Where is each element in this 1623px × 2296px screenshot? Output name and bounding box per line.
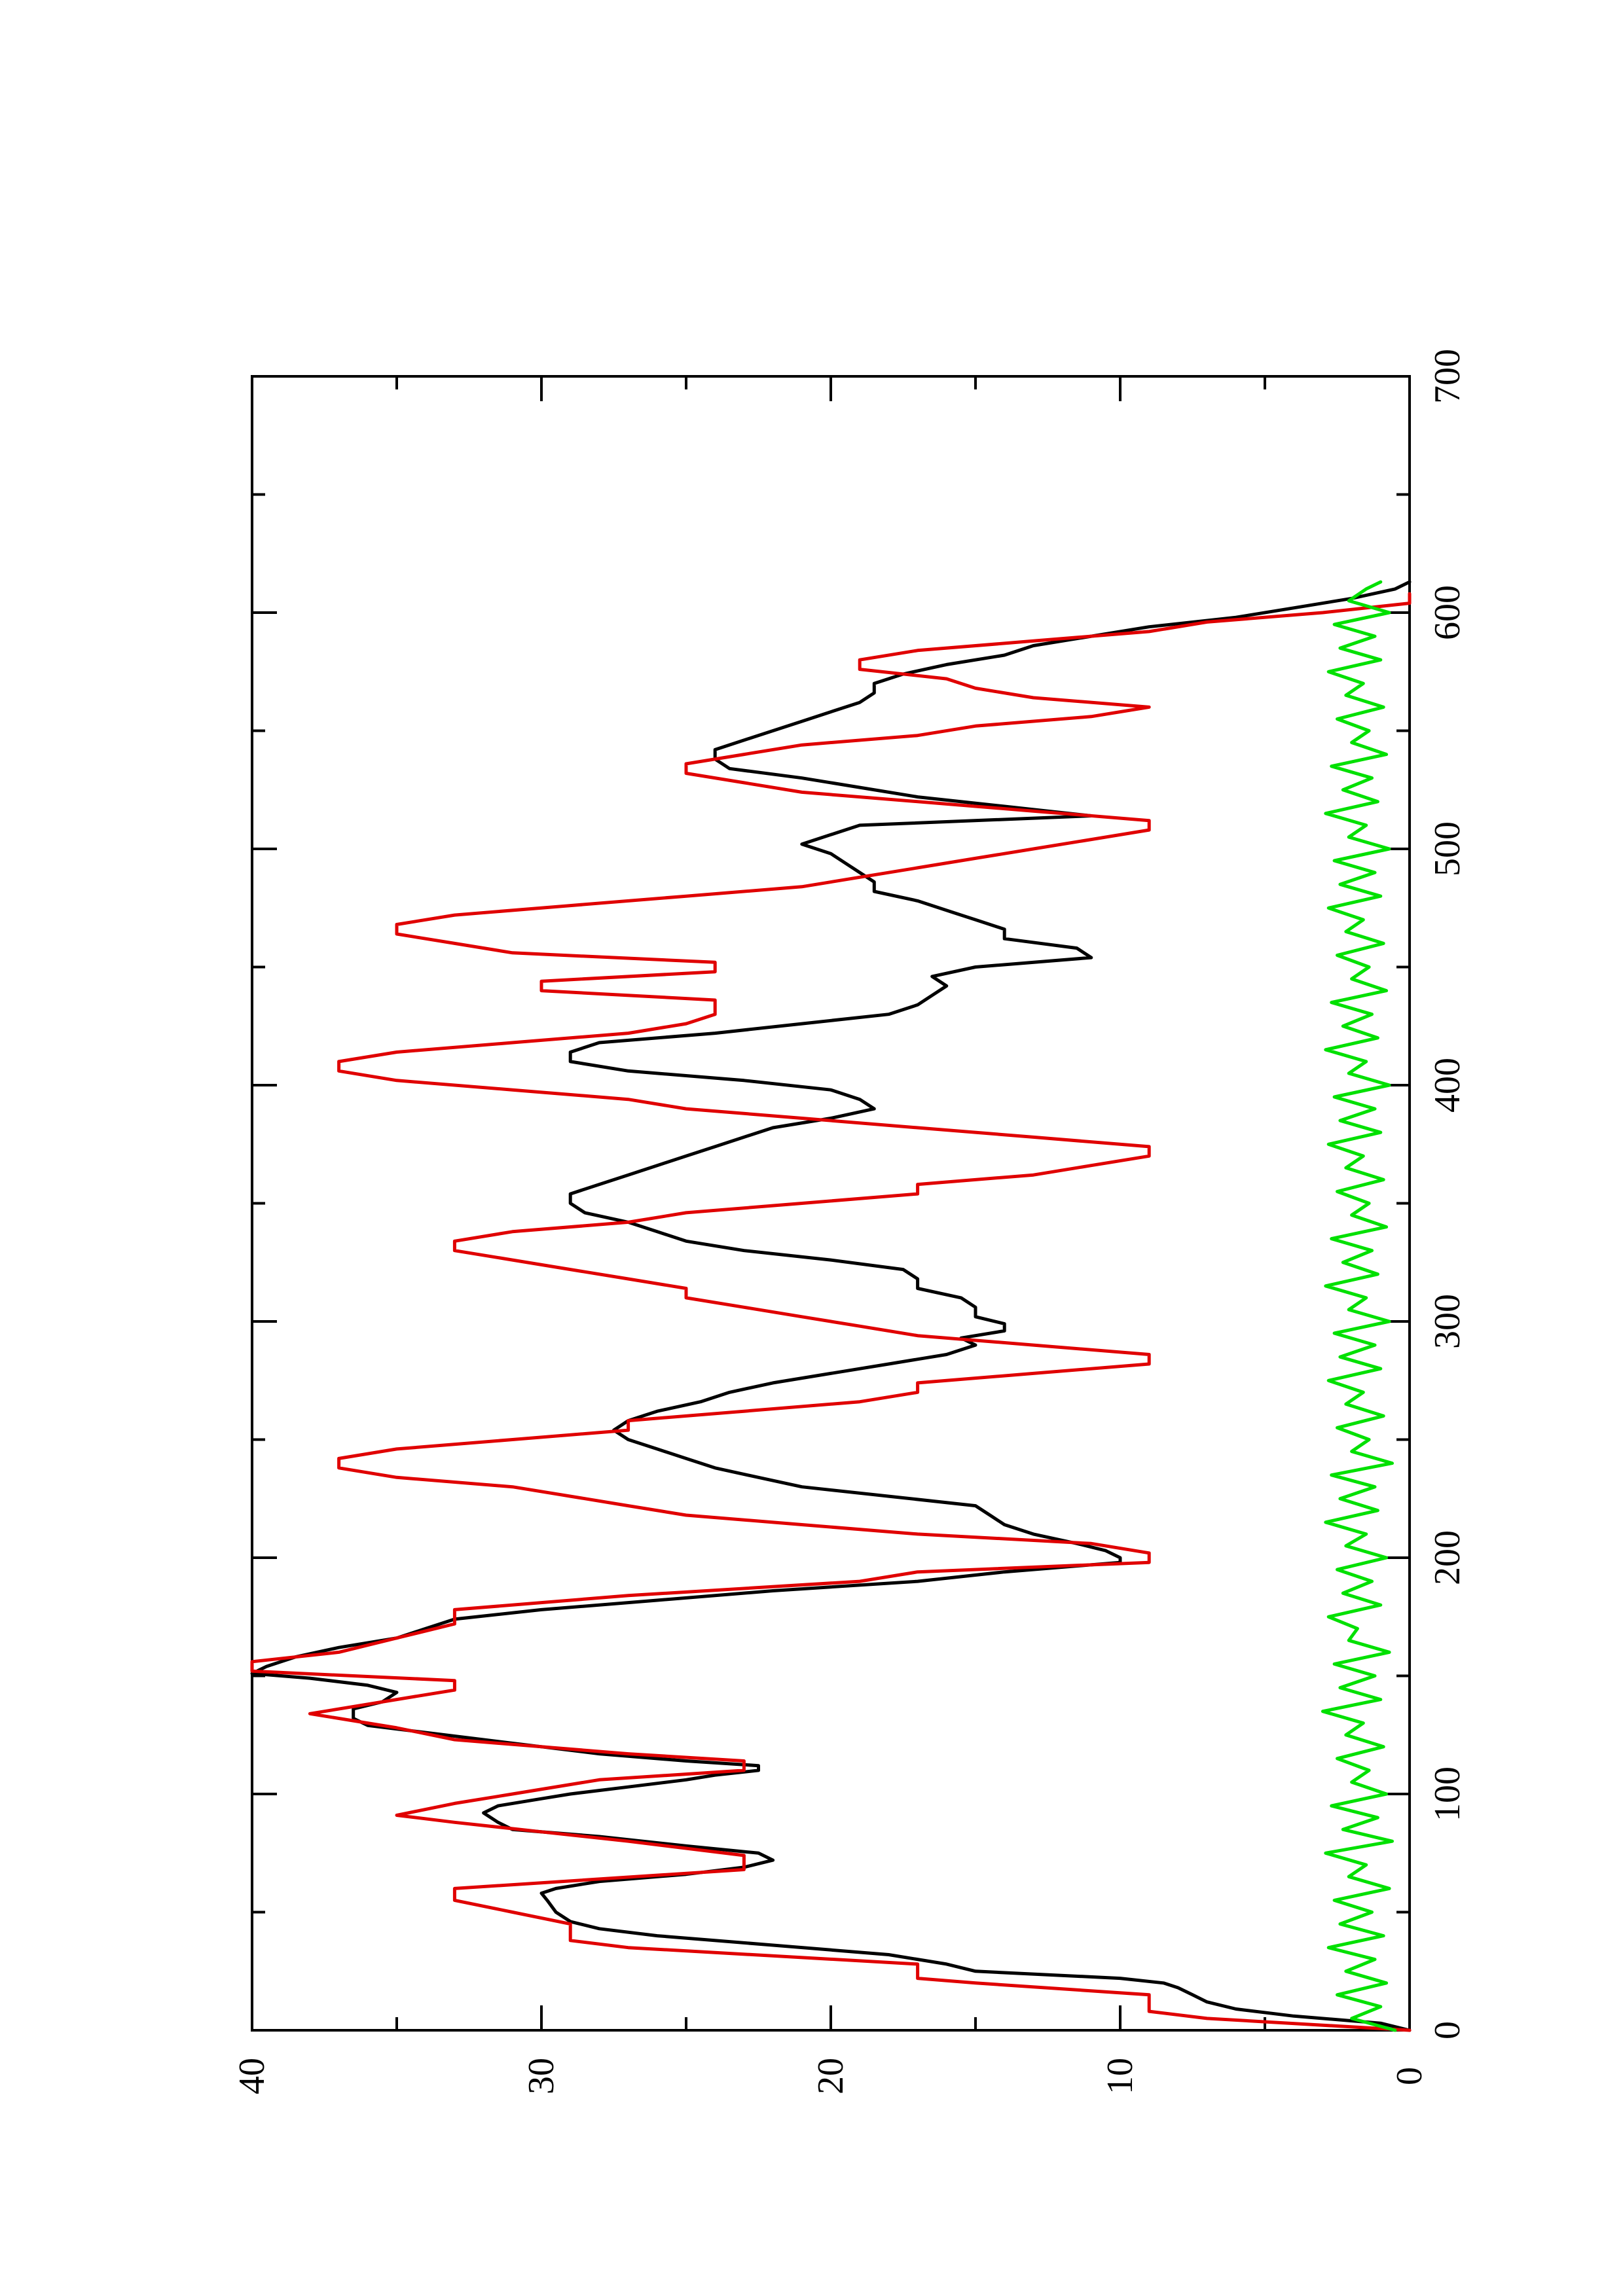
y-tick-label: 40 (232, 2058, 272, 2094)
x-tick-label: 200 (1427, 1530, 1468, 1585)
x-tick-label: 0 (1427, 2021, 1468, 2039)
x-tick-label: 600 (1427, 585, 1468, 640)
y-tick-label: 20 (811, 2058, 851, 2094)
y-tick-label: 10 (1100, 2058, 1140, 2094)
x-tick-label: 100 (1427, 1767, 1468, 1821)
x-tick-label: 300 (1427, 1294, 1468, 1349)
plot-frame (251, 375, 1411, 2032)
plot-area: 0 100 200 300 400 500 600 700 0 10 20 30 40 (232, 349, 1468, 2094)
series-line-1 (250, 580, 1412, 2032)
x-tick-label: 700 (1427, 349, 1468, 404)
y-tick-label: 0 (1389, 2067, 1430, 2085)
series-line-3 (1321, 580, 1397, 2032)
x-tick-label: 400 (1427, 1058, 1468, 1113)
y-tick-label: 30 (521, 2058, 562, 2094)
series-line-2 (250, 592, 1412, 2032)
x-tick-label: 500 (1427, 821, 1468, 876)
